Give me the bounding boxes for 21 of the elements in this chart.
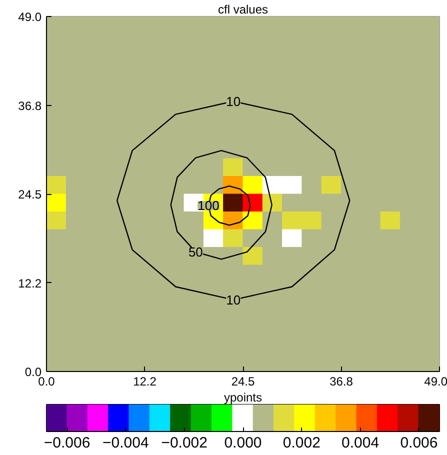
x-tick-label: 12.2 (133, 374, 157, 388)
annotation: 10 (226, 292, 241, 308)
color-bar-label: −0.004 (102, 434, 149, 452)
color-bar-label: 0.006 (400, 434, 438, 452)
color-bar-label: 0.002 (282, 434, 320, 452)
chart-title: cfl values (218, 2, 268, 16)
annotation: 50 (188, 244, 203, 260)
x-tick-label: 49.0 (424, 374, 447, 388)
y-tick-label: 12.2 (18, 276, 42, 290)
x-tick-label: 36.8 (330, 374, 354, 388)
color-bar-label: 0.000 (224, 434, 262, 452)
annotation: 10 (226, 94, 241, 109)
x-tick-label: 24.5 (231, 374, 256, 388)
color-bar-label: −0.006 (44, 434, 90, 452)
color-bar-title: ypoints (224, 390, 262, 404)
annotation: 100 (198, 198, 220, 214)
y-tick-label: 24.5 (18, 188, 42, 202)
y-tick-label: 36.8 (18, 98, 42, 113)
color-bar-label: −0.002 (161, 434, 208, 452)
color-bar-label: 0.004 (342, 434, 380, 452)
y-tick-label: 49.0 (18, 10, 42, 24)
